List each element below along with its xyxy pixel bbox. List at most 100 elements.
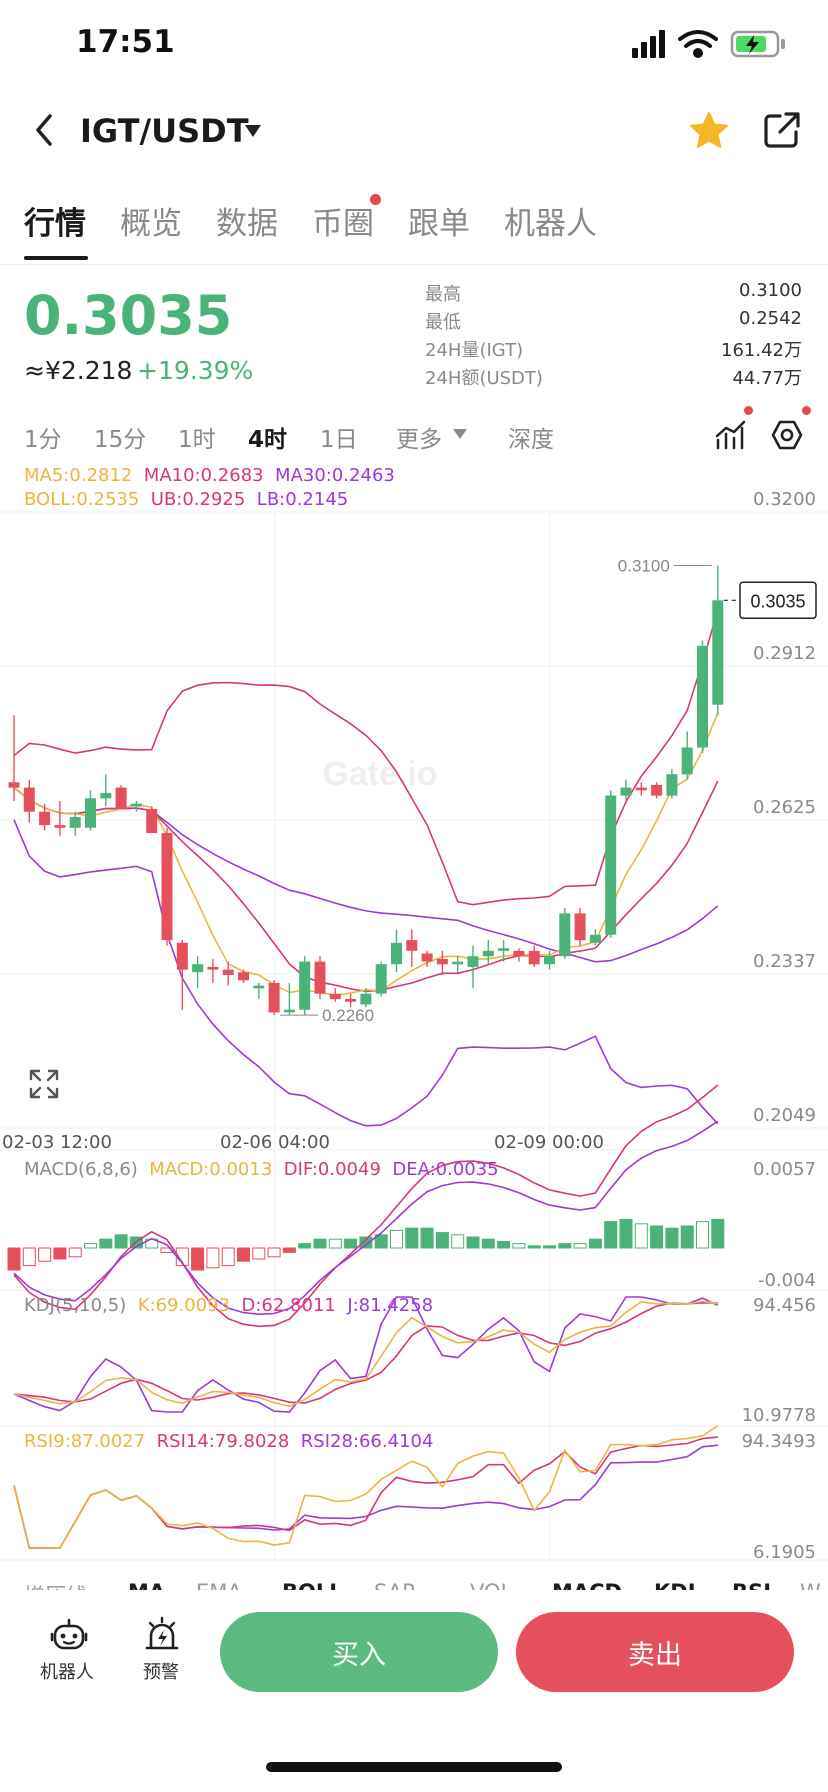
macd-bar — [512, 1243, 526, 1249]
candle-body — [54, 825, 66, 828]
macd-bar — [527, 1245, 541, 1249]
j-value: J:81.4258 — [347, 1295, 434, 1316]
favorite-star-icon[interactable] — [688, 110, 730, 152]
dif-value: DIF:0.0049 — [283, 1159, 381, 1180]
x-axis-label: 02-09 00:00 — [494, 1132, 604, 1153]
candle-body — [375, 964, 387, 994]
candle-body — [574, 913, 586, 941]
tab-data[interactable]: 数据 — [216, 206, 278, 242]
candle-body — [176, 942, 188, 970]
last-price-tag-text: 0.3035 — [750, 591, 805, 611]
stat-volume-value: 161.42万 — [721, 340, 802, 361]
x-axis-label: 02-03 12:00 — [2, 1132, 112, 1153]
sell-button[interactable]: 卖出 — [516, 1612, 794, 1692]
dea-line — [13, 1120, 719, 1316]
interval-15m[interactable]: 15分 — [94, 427, 147, 453]
last-price: 0.3035 — [24, 284, 233, 347]
macd-bar — [420, 1227, 434, 1249]
macd-bar — [344, 1238, 358, 1249]
alert-icon[interactable] — [145, 1616, 179, 1654]
ma-legend: MA5:0.2812 MA10:0.2683 MA30:0.2463 — [24, 465, 395, 486]
macd-value: MACD:0.0013 — [149, 1159, 273, 1180]
macd-bar — [466, 1236, 480, 1249]
dea-value: DEA:0.0035 — [392, 1159, 499, 1180]
interval-depth[interactable]: 深度 — [508, 427, 554, 453]
macd-axis-bottom: -0.004 — [757, 1270, 816, 1291]
rsi14-line — [13, 1436, 718, 1549]
last-price-tag — [739, 581, 817, 620]
candle-body — [436, 958, 448, 965]
boll-lb: LB:0.2145 — [256, 489, 349, 510]
candle-body — [299, 961, 311, 1010]
candle-body — [69, 817, 81, 828]
macd-axis-top: 0.0057 — [753, 1159, 816, 1180]
tab-community[interactable]: 币圈 — [312, 206, 374, 242]
alert-label[interactable]: 预警 — [143, 1662, 179, 1683]
boll-upper-line — [13, 610, 719, 906]
candle-body — [100, 793, 112, 799]
chevron-down-icon[interactable] — [244, 124, 262, 138]
pair-title[interactable]: IGT/USDT — [80, 112, 249, 150]
interval-4h[interactable]: 4时 — [248, 427, 288, 453]
interval-more[interactable]: 更多 — [396, 427, 442, 453]
candle-body — [635, 787, 647, 791]
robot-label[interactable]: 机器人 — [40, 1662, 94, 1683]
candle-body — [513, 950, 525, 957]
tab-divider — [0, 264, 828, 265]
macd-bar — [84, 1243, 97, 1249]
community-badge — [370, 194, 381, 205]
boll-value: BOLL:0.2535 — [24, 489, 140, 510]
candle-body — [39, 811, 51, 826]
candle-body — [268, 983, 280, 1013]
macd-bar — [558, 1243, 572, 1249]
tab-overview[interactable]: 概览 — [120, 206, 182, 242]
share-icon[interactable] — [762, 110, 802, 150]
rsi-legend: RSI9:87.0027 RSI14:79.8028 RSI28:66.4104 — [24, 1431, 433, 1452]
macd-bar — [650, 1225, 664, 1249]
macd-bar — [22, 1247, 36, 1267]
settings-icon[interactable] — [770, 418, 804, 452]
stat-volume-label: 24H量(IGT) — [425, 340, 524, 361]
candle-body — [498, 948, 510, 951]
fullscreen-icon[interactable] — [28, 1068, 60, 1100]
buy-button[interactable]: 买入 — [220, 1612, 498, 1692]
candle-body — [467, 956, 479, 967]
kdj-legend: KDJ(5,10,5) K:69.0093 D:62.8011 J:81.425… — [24, 1295, 433, 1316]
tab-robot[interactable]: 机器人 — [504, 206, 597, 242]
stat-low-label: 最低 — [425, 312, 461, 333]
macd-bar — [160, 1247, 174, 1253]
macd-bar — [619, 1218, 633, 1249]
back-icon[interactable] — [30, 110, 60, 150]
interval-1d[interactable]: 1日 — [320, 427, 358, 453]
candle-body — [314, 961, 326, 994]
battery-icon — [730, 30, 785, 58]
macd-name: MACD(6,8,6) — [24, 1159, 138, 1180]
candle-body — [360, 993, 372, 1005]
stat-high-value: 0.3100 — [739, 280, 802, 301]
candle-body — [238, 972, 249, 981]
k-value: K:69.0093 — [137, 1295, 231, 1316]
draw-tools-icon[interactable] — [714, 418, 748, 452]
low-marker: 0.2260 — [322, 1006, 374, 1025]
candle-body — [605, 795, 617, 935]
robot-icon[interactable] — [50, 1618, 88, 1654]
candle-body — [115, 787, 127, 809]
y-axis-label: 0.2912 — [753, 643, 816, 664]
candle-body — [544, 956, 555, 965]
interval-1m[interactable]: 1分 — [24, 427, 62, 453]
interval-1h[interactable]: 1时 — [178, 427, 216, 453]
status-time: 17:51 — [76, 24, 175, 60]
candle-body — [222, 969, 234, 975]
macd-bar — [206, 1247, 220, 1269]
candle-body — [406, 940, 418, 951]
settings-badge — [802, 406, 811, 415]
candlestick-chart[interactable]: Gate.io 0.3100 0.2260 0.3035 — [0, 510, 828, 1572]
macd-legend: MACD(6,8,6) MACD:0.0013 DIF:0.0049 DEA:0… — [24, 1159, 499, 1180]
more-caret-icon[interactable] — [452, 428, 468, 440]
macd-bar — [359, 1236, 373, 1249]
signal-icon — [632, 30, 665, 58]
tab-market[interactable]: 行情 — [24, 206, 86, 242]
macd-bar — [38, 1247, 52, 1262]
tab-copy-trading[interactable]: 跟单 — [408, 206, 470, 242]
y-axis-label: 0.2625 — [753, 797, 816, 818]
